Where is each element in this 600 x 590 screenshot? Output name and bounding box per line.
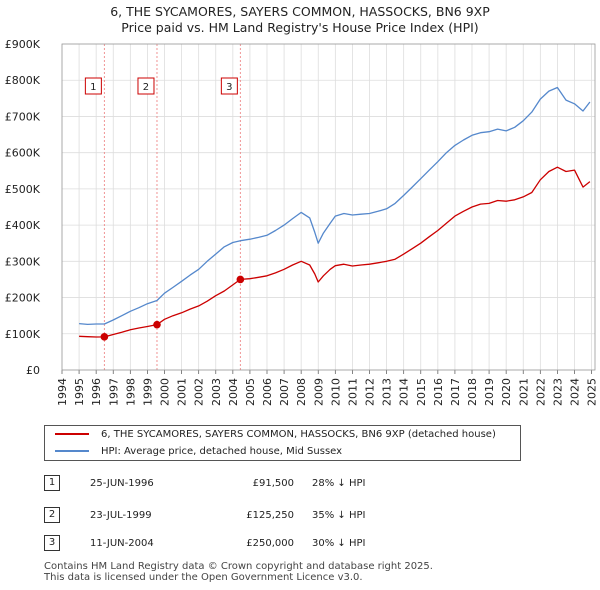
legend-swatch-property: [55, 433, 89, 435]
sale-badge-label: 2: [143, 82, 149, 93]
footer: Contains HM Land Registry data © Crown c…: [44, 561, 433, 583]
sale-badge-label: 3: [226, 82, 232, 93]
sale-hpi-diff: 30% ↓ HPI: [312, 538, 366, 549]
x-tick-label: 1998: [124, 378, 137, 406]
y-tick-label: £800K: [5, 74, 41, 87]
x-tick-label: 1997: [107, 378, 120, 406]
x-tick-label: 1995: [73, 378, 86, 406]
sale-point: [100, 333, 109, 341]
y-tick-label: £100K: [5, 328, 41, 341]
y-tick-label: £900K: [5, 38, 41, 51]
chart-subtitle: Price paid vs. HM Land Registry's House …: [121, 20, 479, 35]
x-tick-label: 2014: [398, 378, 411, 406]
sale-hpi-diff: 35% ↓ HPI: [312, 510, 366, 521]
property-price-line: [79, 166, 591, 338]
x-tick-label: 2018: [466, 378, 479, 406]
sale-date: 23-JUL-1999: [90, 510, 152, 521]
x-tick-label: 2023: [551, 378, 564, 406]
sale-point: [236, 275, 245, 284]
x-tick-label: 2006: [261, 378, 274, 406]
x-tick-label: 2000: [159, 378, 172, 406]
x-tick-label: 2005: [244, 378, 257, 406]
x-tick-label: 2020: [500, 378, 513, 406]
x-tick-label: 2008: [295, 378, 308, 406]
sale-price: £91,500: [252, 478, 294, 489]
x-tick-label: 2007: [278, 378, 291, 406]
x-tick-label: 2002: [193, 378, 206, 406]
x-tick-label: 2013: [381, 378, 394, 406]
x-tick-label: 1994: [56, 378, 69, 406]
legend: 6, THE SYCAMORES, SAYERS COMMON, HASSOCK…: [44, 425, 521, 461]
y-tick-label: £300K: [5, 255, 41, 268]
x-tick-label: 2022: [534, 378, 547, 406]
sale-badge-box: [220, 77, 238, 95]
sale-number-badge: 2: [44, 507, 60, 523]
sale-number-badge: 1: [44, 475, 60, 491]
x-tick-label: 2016: [432, 378, 445, 406]
legend-swatch-hpi: [55, 450, 89, 452]
sale-badge-box: [84, 77, 102, 95]
sale-point: [153, 320, 161, 329]
y-tick-label: £0: [26, 364, 40, 377]
x-tick-label: 2004: [227, 378, 240, 406]
sale-number-badge: 3: [44, 535, 60, 551]
y-tick-label: £200K: [5, 292, 41, 305]
sale-points: [100, 275, 245, 341]
legend-label-property: 6, THE SYCAMORES, SAYERS COMMON, HASSOCK…: [101, 429, 496, 440]
footer-copyright: Contains HM Land Registry data © Crown c…: [44, 561, 433, 572]
hpi-line: [79, 86, 591, 326]
sale-badge-label: 1: [90, 82, 96, 93]
sale-price: £125,250: [246, 510, 294, 521]
y-tick-label: £500K: [5, 183, 41, 196]
x-tick-label: 2010: [329, 378, 342, 406]
x-tick-label: 1999: [141, 378, 154, 406]
plot-frame: [61, 43, 596, 371]
x-tick-label: 2003: [210, 378, 223, 406]
y-tick-label: £700K: [5, 110, 41, 123]
x-tick-label: 2019: [483, 378, 496, 406]
price-chart: £0 £100K £200K £300K £400K £500K £600K £700K £80…: [5, 38, 599, 406]
x-tick-label: 2017: [449, 378, 462, 406]
x-tick-label: 2012: [364, 378, 377, 406]
y-tick-label: £600K: [5, 147, 41, 160]
x-tick-label: 2024: [569, 378, 582, 406]
x-tick-label: 2009: [312, 378, 325, 406]
chart-title: 6, THE SYCAMORES, SAYERS COMMON, HASSOCK…: [110, 4, 490, 19]
y-tick-label: £400K: [5, 219, 41, 232]
x-axis: 1994 1995 1996 1997 1998 1999 2000 2001 2002 2003…: [56, 370, 599, 406]
x-tick-label: 2011: [346, 378, 359, 406]
sale-badge-box: [137, 77, 155, 95]
chart-title-block: 6, THE SYCAMORES, SAYERS COMMON, HASSOCK…: [0, 4, 600, 36]
sale-hpi-diff: 28% ↓ HPI: [312, 478, 366, 489]
x-tick-label: 2001: [176, 378, 189, 406]
sale-badges: 1 2 3: [84, 77, 238, 95]
sale-date: 11-JUN-2004: [90, 538, 154, 549]
sale-price: £250,000: [246, 538, 294, 549]
legend-label-hpi: HPI: Average price, detached house, Mid …: [101, 446, 343, 457]
y-axis: £0 £100K £200K £300K £400K £500K £600K £700K £80…: [5, 38, 41, 377]
grid: [61, 43, 595, 371]
series-lines: [79, 86, 591, 338]
legend-item-hpi: HPI: Average price, detached house, Mid …: [55, 444, 342, 460]
x-tick-label: 1996: [90, 378, 103, 406]
legend-item-property: 6, THE SYCAMORES, SAYERS COMMON, HASSOCK…: [55, 427, 496, 443]
x-tick-label: 2025: [586, 378, 599, 406]
sale-date: 25-JUN-1996: [90, 478, 154, 489]
footer-licence: This data is licensed under the Open Gov…: [44, 572, 363, 583]
x-tick-label: 2015: [415, 378, 428, 406]
x-tick-label: 2021: [517, 378, 530, 406]
